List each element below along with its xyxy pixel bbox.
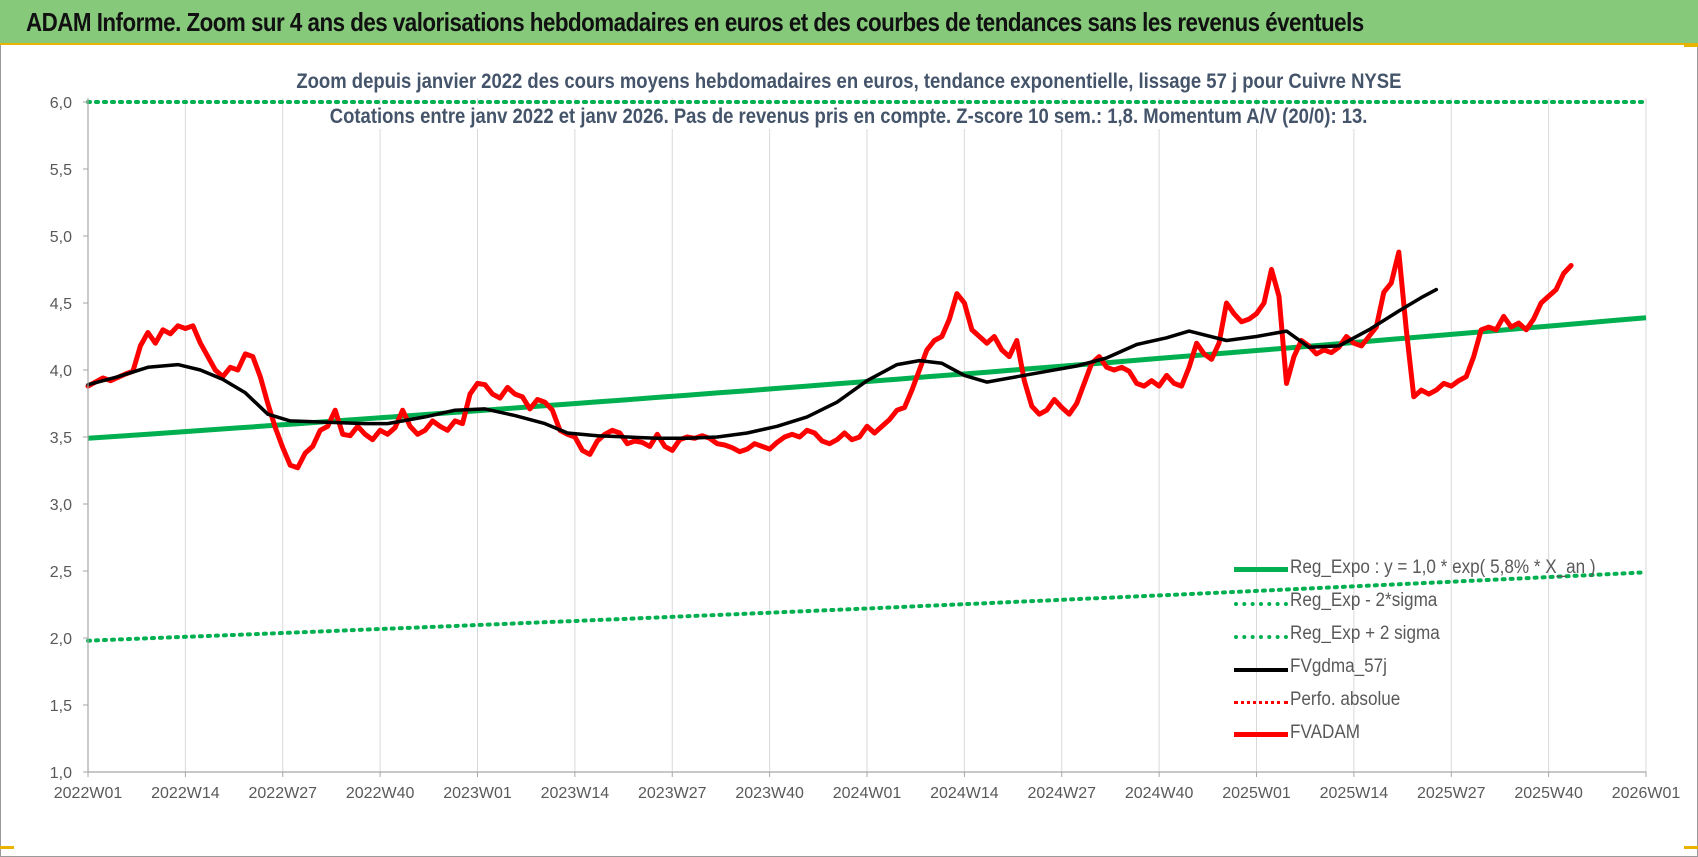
corner-marker-bottom-right	[1684, 846, 1698, 849]
y-tick-label: 4,0	[50, 363, 72, 380]
x-tick-label: 2023W27	[638, 785, 707, 802]
y-tick-label: 5,0	[50, 229, 72, 246]
axis-layer: 2022W01 2022W14 2022W27 2022W40 2023W01 2023W…	[50, 95, 1681, 802]
x-tick-label: 2024W01	[833, 785, 902, 802]
legend-label: Reg_Exp - 2*sigma	[1290, 590, 1438, 611]
series-fvgdma-57j	[86, 287, 1439, 441]
x-tick-label: 2025W27	[1417, 785, 1486, 802]
x-tick-label: 2025W01	[1222, 785, 1291, 802]
y-tick-label: 1,0	[50, 765, 72, 782]
series-fvadam	[85, 249, 1574, 471]
y-tick-label: 2,5	[50, 564, 72, 581]
x-tick-label: 2023W40	[735, 785, 804, 802]
x-tick-label: 2025W40	[1514, 785, 1583, 802]
chart-title-text: Zoom depuis janvier 2022 des cours moyen…	[289, 70, 1409, 94]
legend-swatch-fvadam	[1234, 732, 1288, 737]
chart-subtitle: Cotations entre janv 2022 et janv 2026. …	[0, 105, 1698, 129]
x-tick-label: 2024W14	[930, 785, 999, 802]
x-tick-label: 2022W27	[249, 785, 318, 802]
banner-title: ADAM Informe. Zoom sur 4 ans des valoris…	[26, 7, 1364, 37]
series-layer	[85, 100, 1648, 643]
legend-label: FVgdma_57j	[1290, 656, 1387, 677]
y-tick-label: 6,0	[50, 95, 72, 112]
y-tick-label: 3,0	[50, 497, 72, 514]
title-banner: ADAM Informe. Zoom sur 4 ans des valoris…	[0, 0, 1698, 45]
y-tick-label: 3,5	[50, 430, 72, 447]
legend-swatch-reg-plus	[1234, 635, 1288, 639]
x-tick-label: 2024W40	[1125, 785, 1194, 802]
y-tick-label: 5,5	[50, 162, 72, 179]
legend-swatch-reg-expo	[1234, 567, 1288, 572]
x-tick-label: 2023W14	[541, 785, 610, 802]
y-tick-label: 1,5	[50, 698, 72, 715]
x-tick-label: 2022W14	[151, 785, 220, 802]
legend-label: Reg_Expo : y = 1,0 * exp( 5,8% * X_an )	[1290, 557, 1596, 578]
legend-swatch-perfo	[1234, 701, 1288, 704]
chart-subtitle-text: Cotations entre janv 2022 et janv 2026. …	[323, 105, 1375, 129]
legend-label: Perfo. absolue	[1290, 689, 1401, 710]
corner-marker-top-right	[1684, 44, 1698, 47]
y-tick-label: 2,0	[50, 631, 72, 648]
x-tick-label: 2023W01	[443, 785, 512, 802]
chart-title: Zoom depuis janvier 2022 des cours moyen…	[0, 70, 1698, 94]
legend-label: FVADAM	[1290, 722, 1360, 743]
x-tick-label: 2022W40	[346, 785, 415, 802]
x-tick-label: 2026W01	[1612, 785, 1681, 802]
x-tick-label: 2024W27	[1028, 785, 1097, 802]
corner-marker-bottom-left	[0, 846, 14, 849]
y-tick-label: 4,5	[50, 296, 72, 313]
grid-layer	[87, 98, 1647, 772]
series-reg-minus-2sigma	[86, 570, 1648, 643]
legend-swatch-reg-minus	[1234, 602, 1288, 606]
legend-swatch-fvgdma	[1234, 668, 1288, 672]
x-tick-label: 2025W14	[1320, 785, 1389, 802]
x-tick-label: 2022W01	[54, 785, 123, 802]
legend-label: Reg_Exp + 2 sigma	[1290, 623, 1440, 644]
